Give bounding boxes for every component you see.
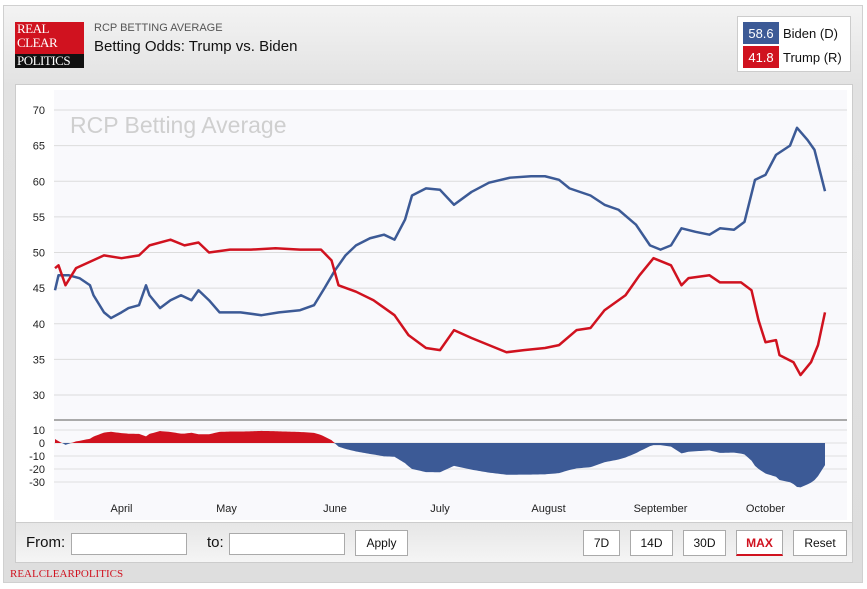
spread-area-trump — [55, 430, 825, 443]
spread-tick-label: -30 — [29, 477, 45, 489]
trump-line — [54, 238, 827, 377]
y-tick-label: 40 — [33, 319, 45, 331]
y-tick-label: 70 — [33, 105, 45, 117]
y-tick-label: 35 — [33, 354, 45, 366]
trump-label: Trump (R) — [783, 49, 842, 65]
y-tick-label: 55 — [33, 212, 45, 224]
from-input[interactable] — [71, 533, 187, 555]
x-tick-label: May — [216, 503, 237, 515]
controls-bar: From: to: Apply 7D 14D 30D MAX Reset — [15, 523, 853, 563]
spread-area-biden — [55, 443, 825, 488]
range-14d-button[interactable]: 14D — [630, 530, 673, 556]
x-tick-label: September — [634, 503, 688, 515]
biden-value: 58.6 — [743, 22, 779, 44]
chart-subtitle: RCP BETTING AVERAGE — [94, 22, 223, 34]
legend: 58.6 Biden (D) 41.8 Trump (R) — [737, 16, 851, 72]
y-tick-label: 30 — [33, 390, 45, 402]
apply-button[interactable]: Apply — [355, 530, 408, 556]
spread-tick-label: -20 — [29, 464, 45, 476]
rcp-logo: REAL CLEAR POLITICS — [15, 22, 84, 68]
x-tick-label: August — [531, 503, 565, 515]
range-7d-button[interactable]: 7D — [583, 530, 620, 556]
biden-label: Biden (D) — [783, 25, 838, 41]
biden-line — [53, 126, 827, 320]
chart-watermark-title: RCP Betting Average — [70, 112, 287, 138]
y-tick-label: 60 — [33, 176, 45, 188]
to-input[interactable] — [229, 533, 345, 555]
trump-value: 41.8 — [743, 46, 779, 68]
range-max-button[interactable]: MAX — [736, 530, 783, 556]
legend-biden: 58.6 Biden (D) — [743, 22, 838, 44]
chart-title: Betting Odds: Trump vs. Biden — [94, 38, 298, 55]
range-30d-button[interactable]: 30D — [683, 530, 726, 556]
spread-tick-label: 0 — [39, 438, 45, 450]
x-tick-label: October — [746, 503, 785, 515]
betting-chart: 30 35 40 45 50 55 60 65 70 RCP Betting Average 100… — [29, 105, 847, 515]
x-tick-label: June — [323, 503, 347, 515]
legend-trump: 41.8 Trump (R) — [743, 46, 842, 68]
x-tick-label: April — [110, 503, 132, 515]
to-label: to: — [207, 534, 224, 551]
from-label: From: — [26, 534, 66, 551]
spread-tick-label: -10 — [29, 451, 45, 463]
footer-brand: REALCLEARPOLITICS — [10, 568, 124, 580]
y-tick-label: 45 — [33, 283, 45, 295]
reset-button[interactable]: Reset — [793, 530, 847, 556]
y-tick-label: 65 — [33, 141, 45, 153]
spread-tick-label: 10 — [33, 425, 45, 437]
x-tick-label: July — [430, 503, 450, 515]
y-tick-label: 50 — [33, 248, 45, 260]
